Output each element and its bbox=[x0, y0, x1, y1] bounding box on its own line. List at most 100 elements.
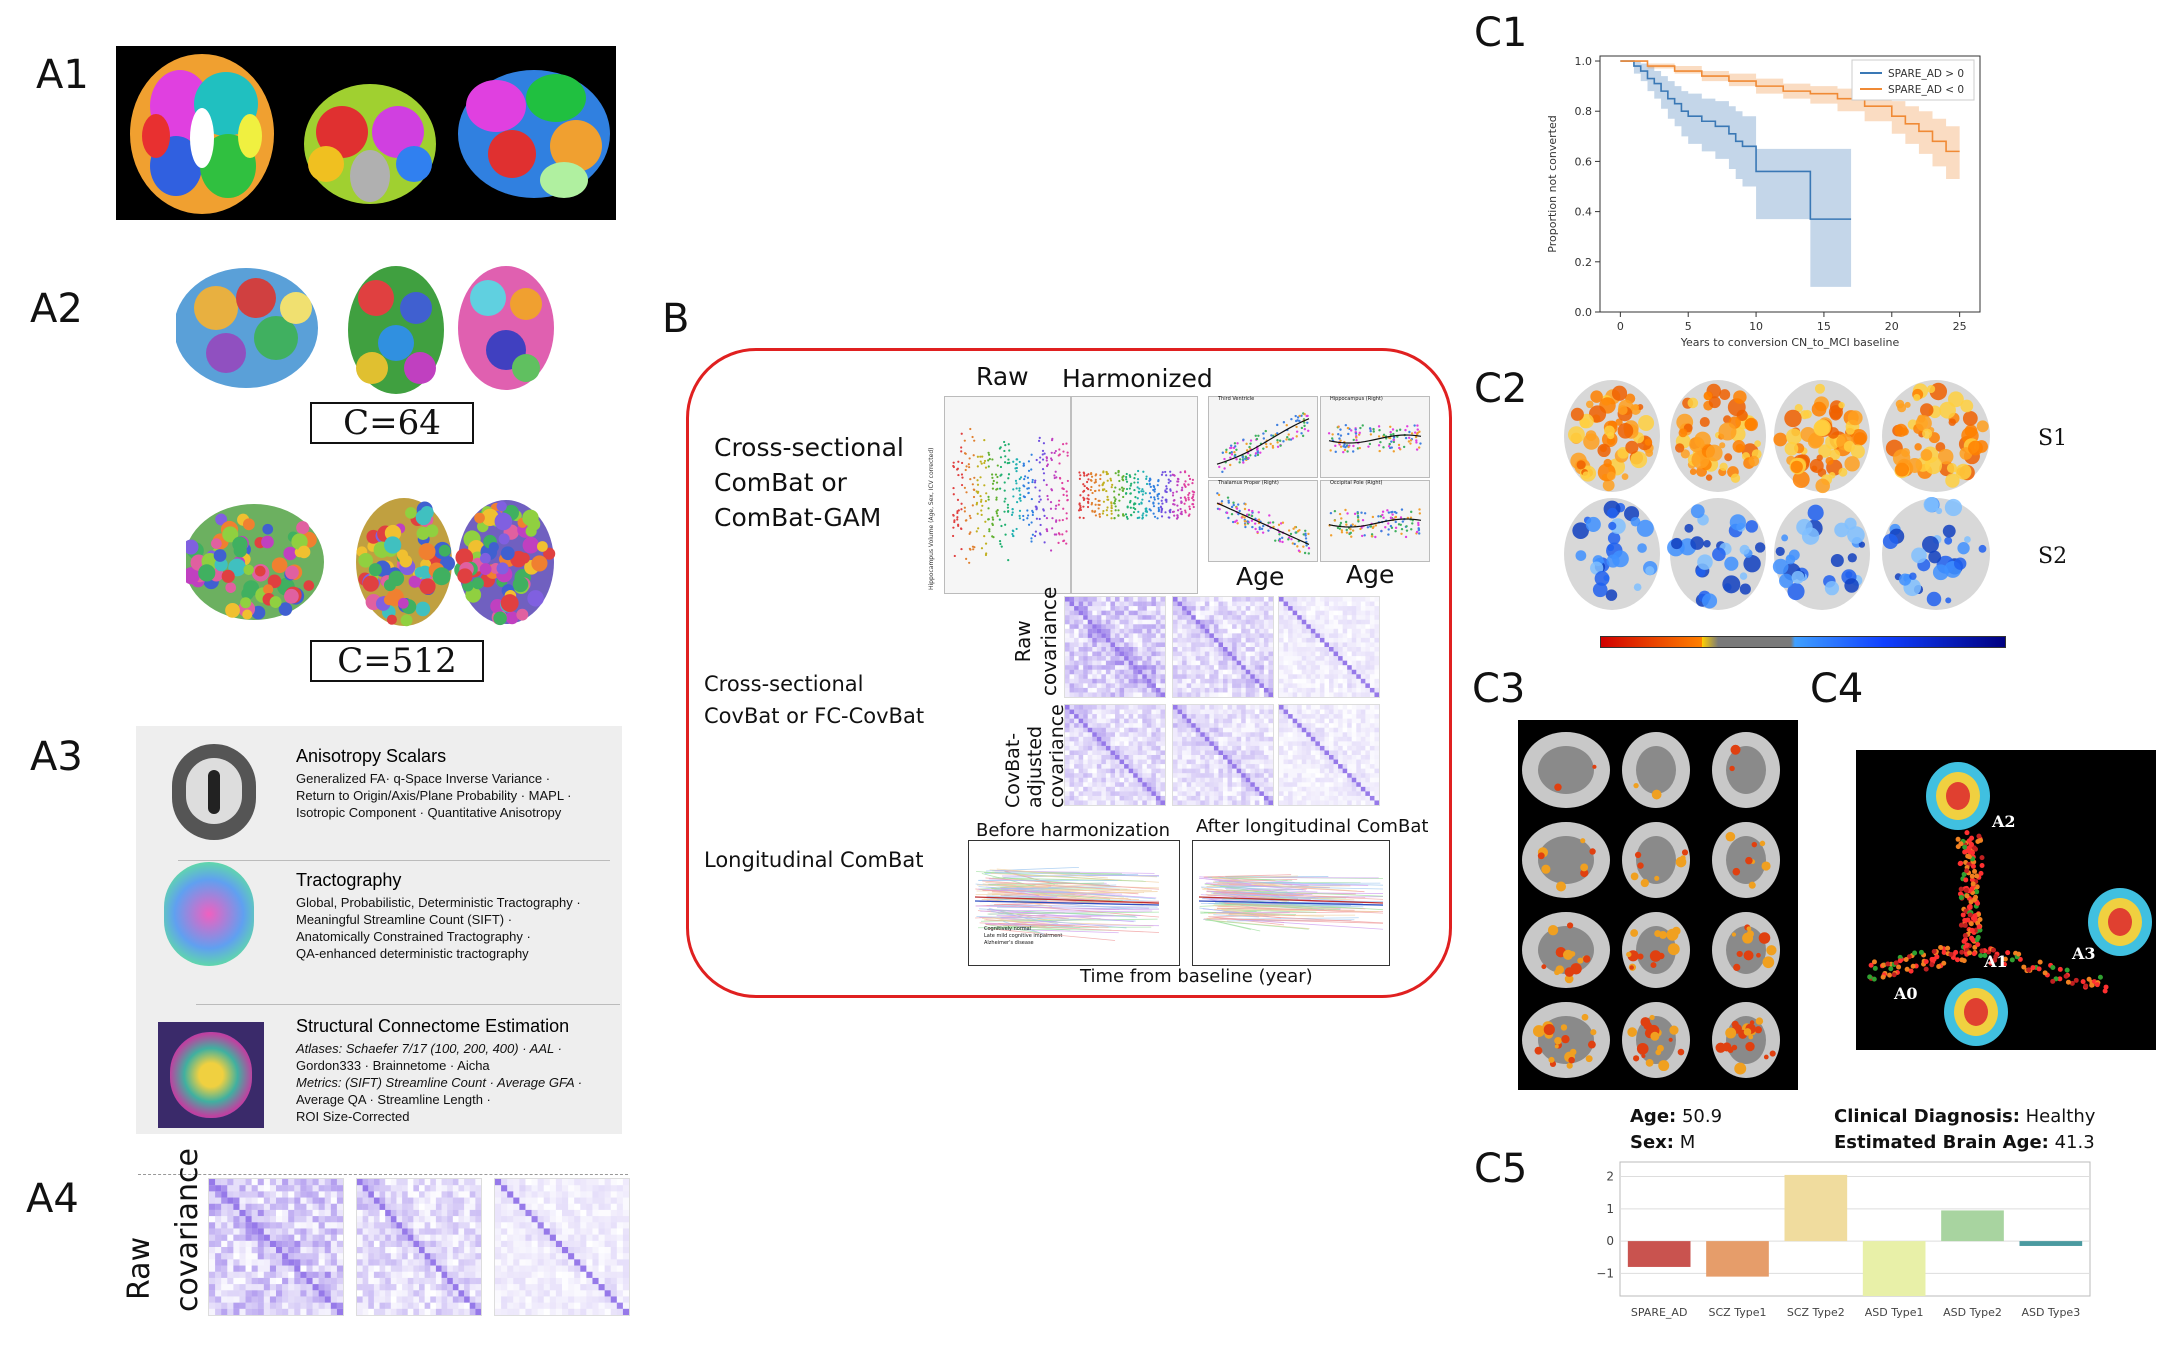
b-raw-title: Raw bbox=[976, 362, 1029, 391]
c2-colorbar bbox=[1600, 636, 2006, 648]
c1-series-line-1 bbox=[1620, 60, 1960, 153]
c5-xtick-label-4: ASD Type2 bbox=[1943, 1306, 2002, 1319]
a3-connectome-image bbox=[158, 1022, 264, 1128]
a3-row1-body: Generalized FA· q-Space Inverse Variance… bbox=[296, 771, 572, 820]
c3-brain-grid bbox=[1518, 720, 1798, 1090]
c1-xtick-label: 5 bbox=[1685, 320, 1692, 333]
c5-ytick-label: 2 bbox=[1606, 1170, 1614, 1184]
a3-row3-title: Structural Connectome Estimation bbox=[296, 1016, 570, 1036]
c5-ytick-label: 1 bbox=[1606, 1202, 1614, 1216]
b-harmonization-frame bbox=[686, 348, 1452, 998]
b-harmonized-title: Harmonized bbox=[1062, 364, 1213, 393]
c5-ytick-label: −1 bbox=[1596, 1266, 1614, 1280]
a1-parcellation-image bbox=[116, 46, 616, 220]
b-cov-adj-matrix-3 bbox=[1278, 704, 1380, 806]
a3-divider-2 bbox=[196, 1004, 620, 1005]
b-before-legend: Cognitively normal Late mild cognitive im… bbox=[984, 926, 1063, 946]
a2-brains-512 bbox=[186, 498, 556, 627]
b-cov-raw-label: Raw covariance bbox=[1011, 586, 1061, 696]
c5-bar-1 bbox=[1706, 1241, 1769, 1277]
c5-xtick-label-5: ASD Type3 bbox=[2021, 1306, 2080, 1319]
b-age-plot-2 bbox=[1320, 396, 1430, 478]
b-before-plot bbox=[968, 840, 1180, 966]
c1-xtick-label: 20 bbox=[1885, 320, 1899, 333]
b-before-title: Before harmonization bbox=[976, 820, 1171, 841]
c5-diagnosis: Clinical Diagnosis: Healthy bbox=[1834, 1106, 2096, 1127]
panel-label-c3: C3 bbox=[1472, 666, 1526, 712]
a2-512-parcels bbox=[186, 501, 556, 627]
c1-ci-band-0 bbox=[1620, 61, 1852, 287]
c5-xtick-label-2: SCZ Type2 bbox=[1787, 1306, 1845, 1319]
a3-tractography-image bbox=[164, 862, 254, 966]
c1-series-line-0 bbox=[1620, 60, 1852, 220]
a4-matrix-1 bbox=[208, 1178, 344, 1316]
panel-label-c1: C1 bbox=[1474, 10, 1528, 56]
a4-ylabel-covariance: covariance bbox=[170, 1147, 205, 1312]
c4-label-a2: A2 bbox=[1992, 812, 2016, 831]
a3-row1-title: Anisotropy Scalars bbox=[296, 746, 447, 766]
c5-bar-chart: −1 0 1 2 SPARE_AD SCZ Type1 SCZ Type2 ASD Type1… bbox=[1596, 1161, 2091, 1319]
c5-ytick-label: 0 bbox=[1606, 1234, 1614, 1248]
c1-xlabel: Years to conversion CN_to_MCI baseline bbox=[1680, 336, 1900, 349]
b-time-axis-label: Time from baseline (year) bbox=[1080, 966, 1313, 987]
a2-brains-64 bbox=[176, 266, 554, 394]
c1-ylabel: Proportion not converted bbox=[1546, 115, 1559, 252]
b-age-plot-4 bbox=[1320, 480, 1430, 562]
a4-ylabel-raw: Raw bbox=[122, 1236, 157, 1300]
c5-plot-area bbox=[1619, 1161, 2091, 1297]
c1-ci-band-1 bbox=[1620, 61, 1960, 179]
c2-s1-label: S1 bbox=[2038, 426, 2068, 451]
b-cov-raw-matrix-3 bbox=[1278, 596, 1380, 698]
panel-label-a4: A4 bbox=[26, 1176, 79, 1222]
c1-ytick-label: 0.0 bbox=[1575, 306, 1593, 319]
c5-bar-0 bbox=[1627, 1241, 1691, 1267]
b-cov-raw-matrix-1 bbox=[1064, 596, 1166, 698]
c1-legend: SPARE_AD > 0 SPARE_AD < 0 bbox=[1851, 59, 1975, 101]
b-age-plot-3-title: Thalamus Proper (Right) bbox=[1218, 480, 1279, 486]
b-after-title: After longitudinal ComBat bbox=[1196, 816, 1429, 837]
c5-bar-2 bbox=[1784, 1174, 1848, 1242]
b-age-plot-3 bbox=[1208, 480, 1318, 562]
c1-xtick-label: 15 bbox=[1817, 320, 1831, 333]
b-age-plot-1-title: Third Ventricle bbox=[1218, 396, 1255, 402]
c5-xtick-label-1: SCZ Type1 bbox=[1709, 1306, 1767, 1319]
c5-sex: Sex: M bbox=[1630, 1132, 1696, 1153]
c1-legend-label-0: SPARE_AD > 0 bbox=[1888, 68, 1964, 80]
b-combat-strip-plot bbox=[944, 396, 1198, 594]
b-age-plot-4-title: Occipital Pole (Right) bbox=[1330, 480, 1383, 486]
c4-label-a3: A3 bbox=[2072, 944, 2096, 963]
c5-bar-5 bbox=[2019, 1241, 2083, 1246]
c1-legend-label-1: SPARE_AD < 0 bbox=[1888, 84, 1964, 96]
a1-brain-slices bbox=[130, 54, 610, 214]
c2-brain-maps bbox=[1560, 378, 1990, 614]
c1-xtick-label: 10 bbox=[1749, 320, 1763, 333]
a3-fa-brain-image bbox=[172, 744, 256, 840]
c1-xtick-label: 0 bbox=[1617, 320, 1624, 333]
a4-matrix-2 bbox=[356, 1178, 482, 1316]
c5-age: Age: 50.9 bbox=[1630, 1106, 1723, 1127]
c5-bar-4 bbox=[1941, 1210, 2004, 1242]
a3-row3-body: Atlases: Schaefer 7/17 (100, 200, 400) ·… bbox=[296, 1041, 583, 1124]
c1-ytick-label: 1.0 bbox=[1575, 55, 1593, 68]
panel-label-a3: A3 bbox=[30, 734, 83, 780]
panel-label-c5: C5 bbox=[1474, 1146, 1528, 1192]
a3-divider-1 bbox=[178, 860, 610, 861]
b-age-plot-2-title: Hippocampus (Right) bbox=[1330, 396, 1383, 402]
panel-label-a1: A1 bbox=[36, 52, 89, 98]
c1-ytick-label: 0.6 bbox=[1575, 155, 1593, 168]
a2-count-64: C=64 bbox=[310, 402, 474, 444]
c1-survival-chart: 0 5 10 15 20 25 0.0 0.2 0.4 0.6 0.8 1.0 Years to con… bbox=[1546, 55, 1981, 349]
b-row1-label: Cross-sectional ComBat or ComBat-GAM bbox=[714, 433, 904, 532]
panel-label-b: B bbox=[662, 296, 690, 342]
c4-embedding-plot bbox=[1856, 750, 2156, 1050]
b-row3-label: Longitudinal ComBat bbox=[704, 848, 924, 872]
c5-xtick-label-3: ASD Type1 bbox=[1865, 1306, 1924, 1319]
b-strip-ylabel: Hippocampus Volume (Age, Sex, ICV correc… bbox=[928, 447, 935, 591]
c1-ytick-label: 0.2 bbox=[1575, 256, 1593, 269]
panel-label-a2: A2 bbox=[30, 286, 83, 332]
c4-label-a1: A1 bbox=[1984, 952, 2008, 971]
b-age-label-1: Age bbox=[1236, 562, 1285, 591]
b-after-plot bbox=[1192, 840, 1390, 966]
c4-label-a0: A0 bbox=[1894, 984, 1918, 1003]
b-cov-raw-matrix-2 bbox=[1172, 596, 1274, 698]
